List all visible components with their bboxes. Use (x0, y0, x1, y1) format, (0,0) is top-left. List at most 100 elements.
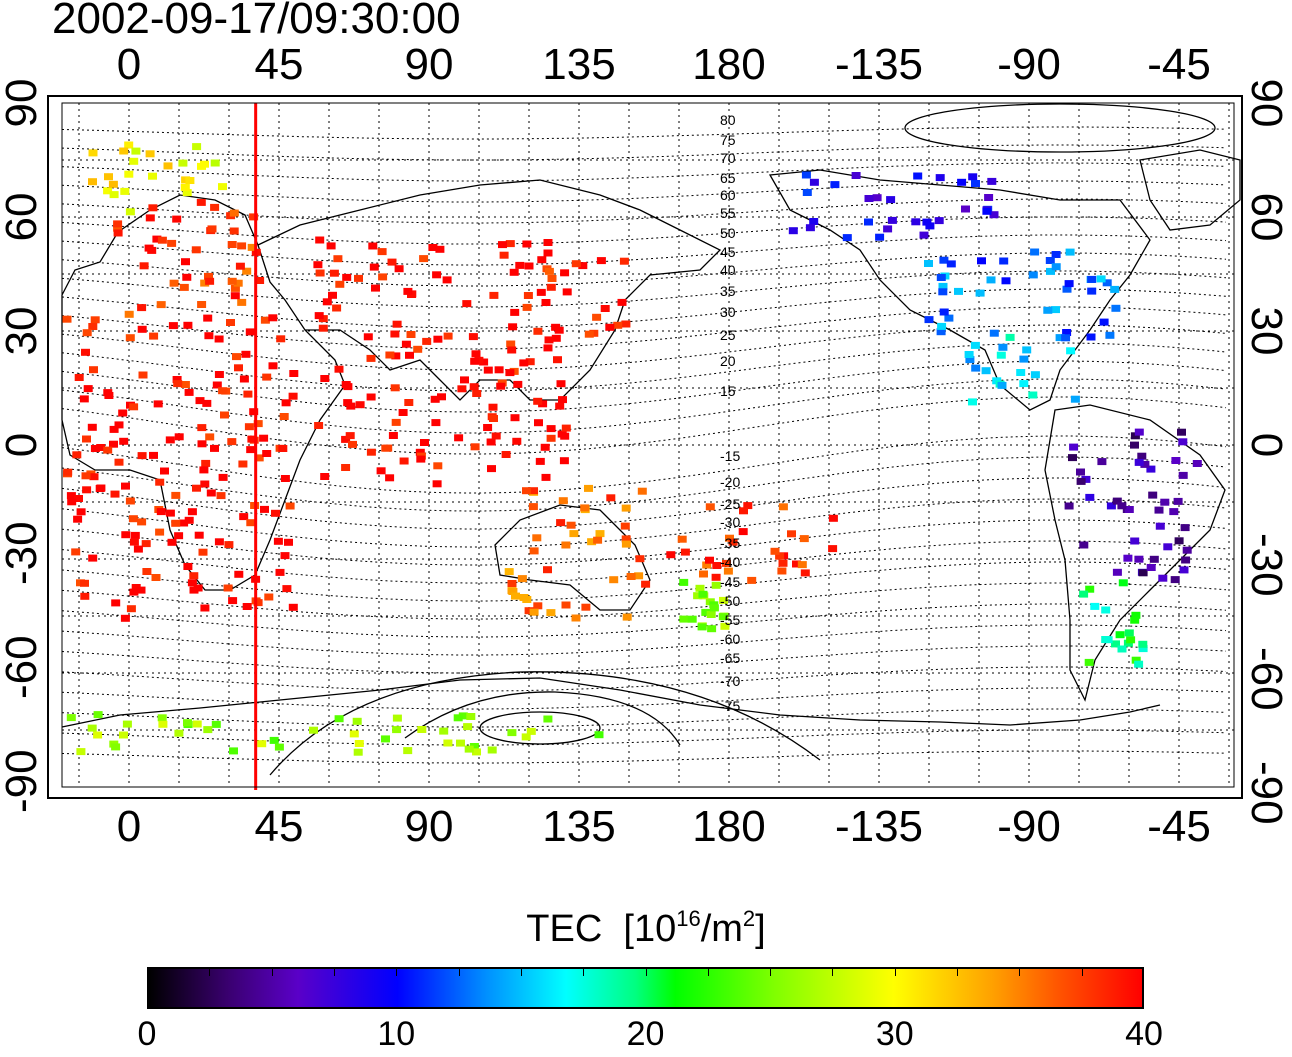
tec-cell (93, 731, 103, 739)
tec-cell (398, 409, 408, 416)
tec-cell (109, 440, 118, 448)
tec-cell (987, 177, 997, 185)
tec-cell (1086, 333, 1096, 341)
tec-cell (74, 495, 83, 502)
tec-cell (593, 536, 603, 544)
tec-cell (512, 437, 522, 445)
tec-cell (971, 180, 980, 187)
tec-cell (543, 239, 553, 246)
contour-label: -40 (720, 554, 740, 570)
tec-cell (939, 308, 949, 316)
tec-cell (1076, 477, 1086, 485)
tec-cell (1177, 428, 1186, 436)
tec-cell (210, 203, 220, 211)
tec-cell (148, 204, 158, 212)
tec-cell (1171, 457, 1181, 464)
colorbar-title: TEC [1016/m2] (526, 906, 766, 950)
tec-cell (244, 423, 254, 431)
tec-cell (939, 256, 949, 264)
tec-cell (506, 340, 516, 348)
tec-cell (911, 218, 921, 226)
lat-tick-left: 0 (0, 432, 46, 458)
tec-cell (1019, 355, 1029, 363)
tec-cell (247, 243, 257, 251)
tec-cell (262, 450, 272, 457)
tec-cell (354, 274, 363, 282)
tec-cell (1062, 329, 1072, 336)
tec-cell (561, 541, 571, 549)
tec-cell (87, 724, 97, 732)
tec-cell (66, 714, 76, 722)
tec-cell (801, 171, 811, 179)
tec-cell (523, 292, 533, 299)
tec-cell (511, 592, 520, 600)
tec-cell (390, 330, 400, 338)
tec-cell (494, 366, 504, 374)
tec-cell (558, 497, 568, 505)
tec-cell (212, 381, 222, 389)
tec-cell (155, 478, 165, 486)
tec-cell (1068, 454, 1077, 462)
tec-cell (1062, 285, 1072, 293)
tec-cell (1046, 267, 1055, 275)
tec-cell (504, 568, 514, 576)
tec-cell (1160, 498, 1170, 506)
tec-cell (693, 592, 703, 600)
tec-cell (198, 548, 208, 556)
tec-cell (521, 733, 531, 741)
tec-cell (214, 335, 224, 343)
tec-cell (595, 530, 605, 538)
tec-cell (119, 731, 128, 739)
tec-cell (260, 316, 270, 324)
tec-cell (466, 713, 476, 720)
colorbar-minor-tick (1019, 967, 1021, 976)
tec-cell (725, 534, 734, 542)
tec-cell (546, 283, 556, 291)
tec-cell (165, 509, 175, 517)
tec-cell (487, 465, 496, 473)
tec-cell (556, 519, 566, 527)
lon-tick-bottom: 45 (254, 802, 304, 851)
tec-cell (431, 419, 441, 427)
tec-cell (924, 260, 933, 267)
contour-label: -20 (720, 474, 740, 490)
tec-cell (677, 535, 687, 543)
tec-cell (937, 322, 947, 330)
tec-cell (206, 489, 216, 497)
tec-cell (522, 487, 531, 495)
tec-cell (1181, 556, 1191, 564)
tec-cell (403, 747, 413, 755)
tec-cell (532, 534, 542, 542)
tec-cell (129, 157, 139, 165)
lon-tick-top: 0 (116, 40, 142, 89)
tec-cell (560, 269, 570, 277)
tec-cell (584, 330, 594, 338)
tec-cell (242, 267, 252, 275)
tec-cell (89, 366, 98, 374)
tec-cell (1102, 279, 1112, 287)
tec-cell (353, 748, 363, 756)
tec-cell (489, 415, 498, 422)
tec-cell (109, 191, 119, 199)
tec-cell (1130, 616, 1140, 624)
tec-cell (279, 413, 289, 420)
tec-cell (191, 246, 201, 254)
tec-cell (419, 255, 429, 263)
tec-cell (237, 242, 247, 250)
tec-cell (223, 584, 233, 592)
tec-cell (205, 433, 215, 441)
tec-cell (529, 487, 538, 495)
tec-cell (621, 504, 631, 512)
tec-cell (214, 538, 224, 546)
tec-cell (422, 337, 432, 345)
tec-cell (163, 162, 173, 170)
tec-cell (320, 473, 330, 480)
tec-cell (543, 344, 553, 352)
tec-cell (381, 735, 390, 743)
contour-label: -65 (720, 650, 740, 666)
tec-cell (201, 459, 211, 467)
tec-cell (529, 547, 539, 555)
tec-cell (851, 172, 861, 179)
tec-cell (1103, 636, 1113, 644)
tec-cell (139, 262, 149, 270)
